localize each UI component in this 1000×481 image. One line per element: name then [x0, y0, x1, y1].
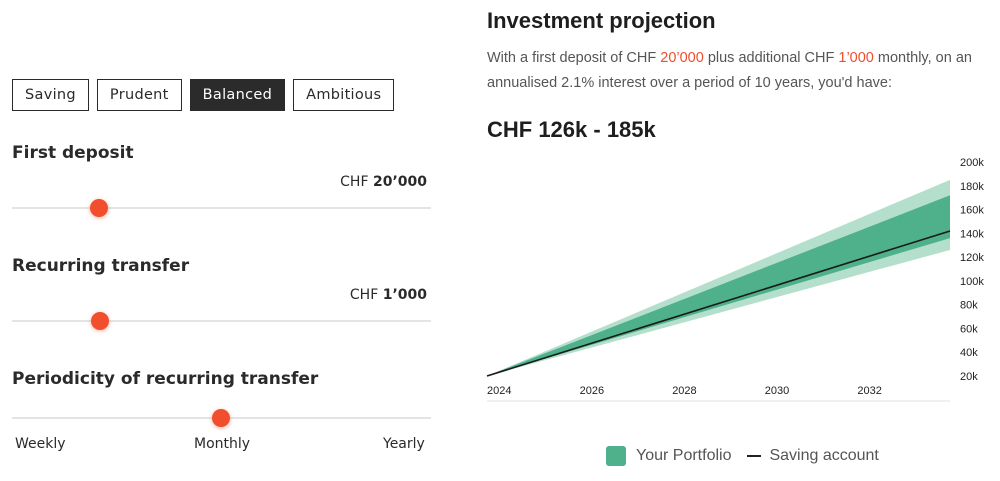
x-tick-label: 2028: [672, 385, 696, 397]
saving-legend-label: Saving account: [769, 447, 879, 464]
y-tick-label: 20k: [960, 371, 978, 383]
portfolio-outer-band: [487, 179, 950, 376]
recurring-transfer-slider[interactable]: [12, 312, 431, 330]
y-tick-label: 120k: [960, 252, 984, 264]
profile-selector: Saving Prudent Balanced Ambitious: [12, 79, 395, 111]
recurring-transfer-amount: 1’000: [382, 287, 427, 303]
y-tick-label: 180k: [960, 181, 984, 193]
y-tick-label: 80k: [960, 300, 978, 312]
chart-legend: Your Portfolio Saving account: [606, 446, 879, 466]
first-deposit-slider-thumb[interactable]: [90, 199, 108, 217]
periodicity-slider[interactable]: [12, 409, 431, 427]
y-tick-labels: 200k 180k 160k 140k 120k 100k 80k 60k 40k 20k: [960, 157, 984, 383]
projection-title: Investment projection: [487, 8, 716, 33]
y-tick-label: 60k: [960, 323, 978, 335]
recurring-transfer-title: Recurring transfer: [12, 256, 190, 276]
portfolio-legend-swatch: [606, 446, 626, 466]
x-tick-labels: 2024 2026 2028 2030 2032: [487, 385, 882, 397]
first-deposit-slider[interactable]: [12, 199, 431, 217]
x-tick-label: 2032: [857, 385, 881, 397]
recurring-transfer-currency: CHF: [349, 287, 379, 303]
y-tick-label: 100k: [960, 276, 984, 288]
periodicity-slider-thumb[interactable]: [212, 409, 230, 427]
portfolio-legend-label: Your Portfolio: [636, 447, 732, 464]
recurring-transfer-value: CHF 1’000: [350, 287, 427, 303]
portfolio-inner-band: [487, 195, 950, 376]
projection-desc-part3: monthly, on an annualised 2.1% interest …: [487, 50, 972, 91]
y-tick-label: 200k: [960, 157, 984, 169]
first-deposit-amount: 20’000: [372, 174, 427, 190]
y-tick-label: 160k: [960, 205, 984, 217]
projection-desc-part1: With a first deposit of CHF: [487, 50, 661, 66]
x-tick-label: 2030: [765, 385, 789, 397]
projection-description: With a first deposit of CHF 20’000 plus …: [487, 46, 995, 96]
x-tick-label: 2026: [580, 385, 604, 397]
profile-balanced-button[interactable]: Balanced: [189, 79, 286, 111]
projection-desc-part2: plus additional CHF: [703, 50, 839, 66]
y-tick-label: 40k: [960, 347, 978, 359]
first-deposit-title: First deposit: [12, 143, 134, 163]
projection-recurring-value: 1’000: [838, 50, 874, 66]
first-deposit-value: CHF 20’000: [340, 174, 427, 190]
y-tick-label: 140k: [960, 228, 984, 240]
x-tick-label: 2024: [487, 385, 511, 397]
recurring-transfer-slider-thumb[interactable]: [91, 312, 109, 330]
profile-ambitious-button[interactable]: Ambitious: [293, 79, 395, 111]
first-deposit-currency: CHF: [340, 174, 369, 190]
periodicity-title: Periodicity of recurring transfer: [12, 369, 319, 389]
periodicity-monthly-label[interactable]: Monthly: [194, 436, 251, 452]
profile-prudent-button[interactable]: Prudent: [96, 79, 182, 111]
projection-deposit-value: 20’000: [660, 50, 704, 66]
profile-saving-button[interactable]: Saving: [12, 79, 89, 111]
periodicity-yearly-label[interactable]: Yearly: [383, 436, 425, 452]
saving-account-line: [486, 230, 951, 377]
periodicity-weekly-label[interactable]: Weekly: [15, 436, 66, 452]
saving-legend-line: [747, 455, 762, 457]
projection-range: CHF 126k - 185k: [487, 117, 656, 142]
